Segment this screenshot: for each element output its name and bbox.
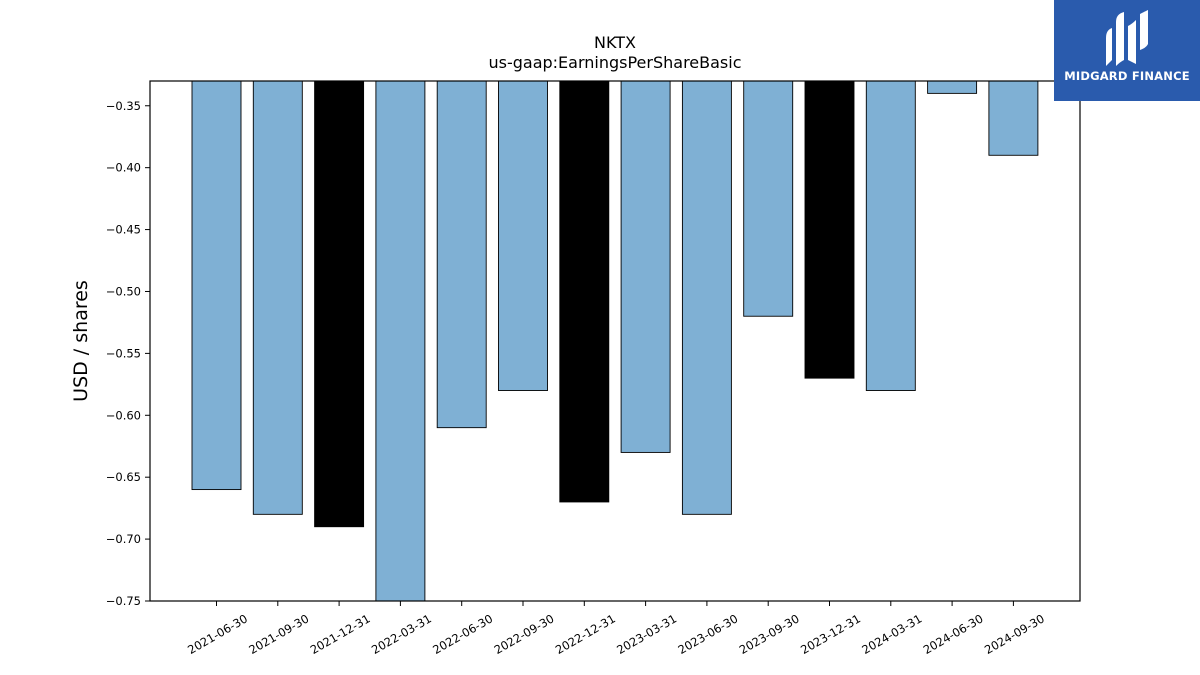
y-tick-label: −0.40 (106, 161, 141, 175)
bars-group (191, 80, 1039, 602)
x-tick-label: 2022-12-31 (553, 611, 618, 657)
x-tick-label: 2024-06-30 (921, 611, 986, 657)
bar-2021-09-30 (252, 80, 303, 515)
y-axis: −0.35 −0.40 −0.45 −0.50 −0.55 −0.60 −0.65 −0.70… (106, 99, 150, 608)
x-tick-label: 2023-09-30 (737, 611, 802, 657)
bar-2022-06-30 (436, 80, 487, 429)
logo-text: MIDGARD FINANCE (1064, 69, 1190, 83)
y-tick-label: −0.60 (106, 408, 141, 422)
bar-2024-09-30 (988, 80, 1039, 156)
chart-title: NKTX (594, 33, 636, 52)
bar-2023-03-31 (620, 80, 671, 453)
bar-2021-06-30 (191, 80, 242, 491)
bar-2022-03-31 (375, 80, 426, 602)
midgard-logo-icon (1106, 10, 1148, 66)
midgard-finance-logo: MIDGARD FINANCE (1054, 0, 1200, 101)
x-tick-label: 2021-09-30 (246, 611, 311, 657)
x-tick-label: 2024-09-30 (982, 611, 1047, 657)
y-axis-label: USD / shares (70, 280, 92, 402)
x-tick-label: 2023-12-31 (798, 611, 863, 657)
x-tick-label: 2022-09-30 (492, 611, 557, 657)
x-tick-label: 2024-03-31 (859, 611, 924, 657)
y-tick-label: −0.55 (106, 346, 141, 360)
x-tick-label: 2021-12-31 (308, 611, 373, 657)
y-tick-label: −0.75 (106, 594, 141, 608)
chart-subtitle: us-gaap:EarningsPerShareBasic (488, 53, 741, 72)
y-tick-label: −0.65 (106, 470, 141, 484)
y-tick-label: −0.45 (106, 223, 141, 237)
y-tick-label: −0.70 (106, 532, 141, 546)
x-tick-label: 2021-06-30 (185, 611, 250, 657)
bar-2021-12-31 (314, 80, 365, 528)
x-tick-label: 2023-06-30 (676, 611, 741, 657)
x-tick-label: 2022-06-30 (430, 611, 495, 657)
bar-2024-06-30 (927, 80, 978, 94)
y-tick-label: −0.50 (106, 284, 141, 298)
bar-2022-09-30 (498, 80, 548, 391)
x-tick-label: 2023-03-31 (614, 611, 679, 657)
bar-2024-03-31 (865, 80, 916, 391)
x-axis: 2021-06-302021-09-302021-12-312022-03-31… (185, 601, 1047, 657)
bar-2023-09-30 (743, 80, 794, 317)
x-tick-label: 2022-03-31 (369, 611, 434, 657)
bar-2022-12-31 (559, 80, 610, 503)
bar-2023-06-30 (681, 80, 732, 515)
bar-2023-12-31 (804, 80, 855, 379)
y-tick-label: −0.35 (106, 99, 141, 113)
plot-frame (149, 80, 1081, 602)
